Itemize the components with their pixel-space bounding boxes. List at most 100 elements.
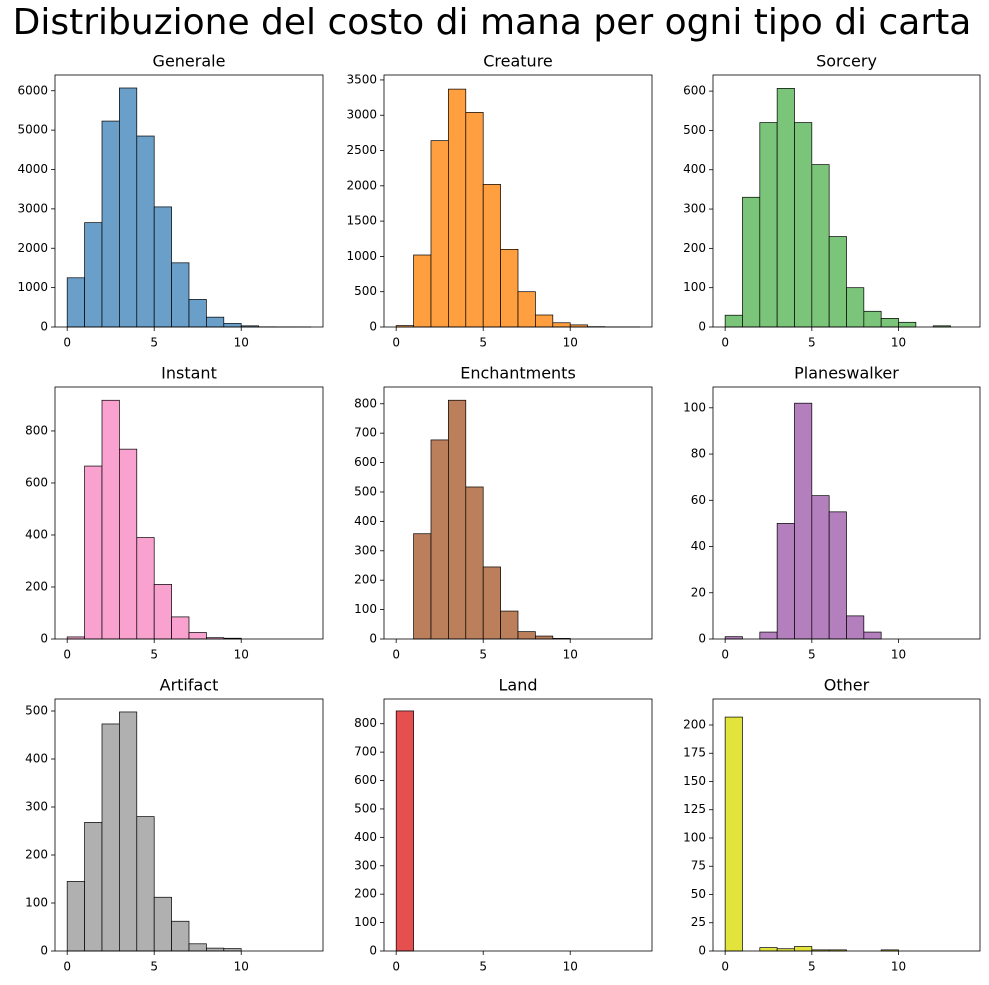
y-tick-label: 200 — [683, 241, 706, 255]
plot-frame — [712, 386, 981, 640]
x-tick-label: 0 — [63, 648, 71, 662]
bar — [465, 486, 484, 640]
bar — [724, 314, 743, 328]
y-tick-label: 500 — [354, 801, 377, 815]
plot-frame — [383, 74, 653, 328]
y-tick-label: 20 — [691, 585, 706, 599]
bar — [535, 314, 554, 328]
y-tick-label: 0 — [698, 320, 706, 334]
x-tick-label: 0 — [63, 336, 71, 350]
x-tick-label: 10 — [234, 648, 249, 662]
y-tick-label: 700 — [354, 745, 377, 759]
bar — [101, 120, 120, 328]
x-tick-label: 10 — [563, 336, 578, 350]
y-tick-label: 0 — [40, 632, 48, 646]
x-tick-label: 0 — [721, 336, 729, 350]
y-tick-label: 0 — [40, 320, 48, 334]
y-tick-label: 800 — [25, 423, 48, 437]
y-tick-label: 1500 — [346, 214, 377, 228]
bar — [482, 566, 501, 640]
bar — [136, 537, 155, 640]
bar — [153, 206, 172, 328]
bar — [880, 318, 899, 328]
subplot-title: Artifact — [160, 676, 219, 695]
x-tick-label: 5 — [479, 960, 487, 974]
y-tick-label: 600 — [683, 84, 706, 98]
bar — [188, 632, 207, 640]
bar — [206, 947, 225, 952]
bar — [153, 896, 172, 952]
y-tick-label: 800 — [354, 396, 377, 410]
x-tick-label: 5 — [150, 648, 158, 662]
plot-frame — [712, 74, 981, 328]
bar — [84, 822, 103, 952]
y-tick-label: 80 — [691, 447, 706, 461]
y-tick-label: 400 — [25, 527, 48, 541]
y-tick-label: 100 — [354, 915, 377, 929]
x-tick-label: 0 — [721, 648, 729, 662]
y-tick-label: 200 — [354, 573, 377, 587]
bar — [119, 87, 138, 328]
y-tick-label: 75 — [691, 859, 706, 873]
bar — [153, 584, 172, 640]
y-tick-label: 500 — [683, 123, 706, 137]
plot-frame — [54, 386, 324, 640]
bar — [898, 321, 917, 328]
y-tick-label: 200 — [25, 579, 48, 593]
y-tick-label: 100 — [683, 280, 706, 294]
y-tick-label: 700 — [354, 426, 377, 440]
x-tick-label: 5 — [808, 336, 816, 350]
bar — [759, 947, 778, 952]
bar — [448, 88, 467, 328]
y-tick-label: 200 — [354, 887, 377, 901]
y-tick-label: 400 — [354, 514, 377, 528]
subplot-title: Enchantments — [460, 364, 576, 383]
y-tick-label: 175 — [683, 746, 706, 760]
figure-title: Distribuzione del costo di mana per ogni… — [13, 2, 972, 43]
y-tick-label: 200 — [683, 717, 706, 731]
bar — [448, 399, 467, 640]
y-tick-label: 60 — [691, 493, 706, 507]
x-tick-label: 10 — [563, 960, 578, 974]
x-tick-label: 0 — [63, 960, 71, 974]
bar — [794, 122, 813, 328]
bar — [811, 495, 830, 640]
bar — [828, 511, 847, 640]
bar — [794, 946, 813, 952]
bar — [223, 323, 242, 328]
bar — [136, 135, 155, 328]
x-tick-label: 5 — [150, 960, 158, 974]
y-tick-label: 0 — [369, 944, 377, 958]
bar — [413, 533, 432, 640]
x-tick-label: 10 — [891, 648, 906, 662]
subplot-title: Sorcery — [816, 52, 877, 71]
bar — [535, 635, 554, 640]
y-tick-label: 0 — [369, 632, 377, 646]
x-tick-label: 10 — [563, 648, 578, 662]
y-tick-label: 100 — [25, 896, 48, 910]
y-tick-label: 40 — [691, 539, 706, 553]
bar — [101, 723, 120, 952]
bar — [517, 291, 536, 328]
y-tick-label: 5000 — [17, 123, 48, 137]
bar — [517, 631, 536, 640]
y-tick-label: 6000 — [17, 83, 48, 97]
y-tick-label: 100 — [683, 400, 706, 414]
plot-frame — [54, 74, 324, 328]
bar — [759, 122, 778, 328]
y-tick-label: 500 — [354, 484, 377, 498]
y-tick-label: 0 — [40, 944, 48, 958]
bar — [776, 88, 795, 328]
bar — [136, 816, 155, 952]
y-tick-label: 0 — [698, 944, 706, 958]
y-tick-label: 300 — [683, 202, 706, 216]
y-tick-label: 1000 — [17, 280, 48, 294]
bar — [101, 399, 120, 640]
y-tick-label: 3000 — [17, 201, 48, 215]
y-tick-label: 0 — [698, 632, 706, 646]
bar — [66, 277, 85, 328]
y-tick-label: 400 — [354, 830, 377, 844]
bar — [430, 140, 449, 328]
bar — [794, 402, 813, 640]
